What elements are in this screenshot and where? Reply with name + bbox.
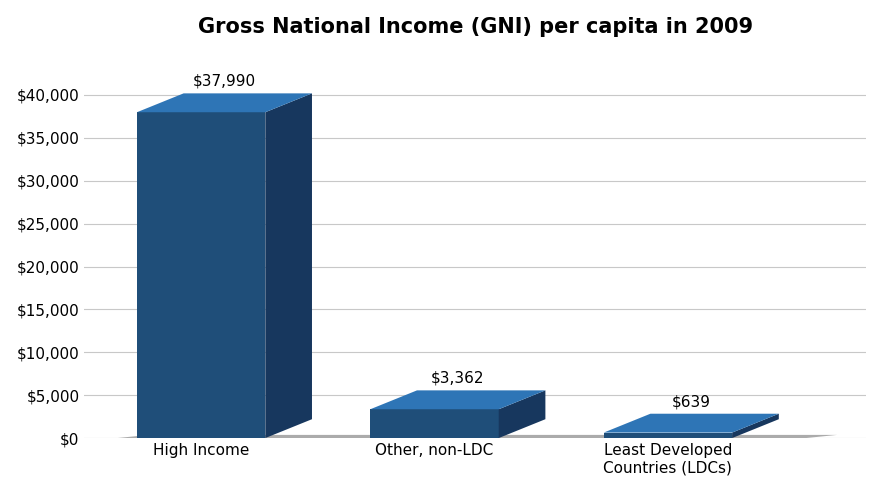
Polygon shape	[137, 93, 312, 112]
Title: Gross National Income (GNI) per capita in 2009: Gross National Income (GNI) per capita i…	[198, 17, 753, 37]
Polygon shape	[370, 390, 546, 409]
Polygon shape	[499, 390, 546, 438]
Polygon shape	[604, 432, 732, 438]
Text: $3,362: $3,362	[431, 371, 485, 386]
Text: $639: $639	[672, 394, 711, 409]
Polygon shape	[370, 409, 499, 438]
Polygon shape	[102, 435, 837, 440]
Polygon shape	[604, 414, 779, 432]
Polygon shape	[137, 112, 265, 438]
Text: $37,990: $37,990	[192, 74, 256, 89]
Polygon shape	[732, 414, 779, 438]
Polygon shape	[265, 93, 312, 438]
